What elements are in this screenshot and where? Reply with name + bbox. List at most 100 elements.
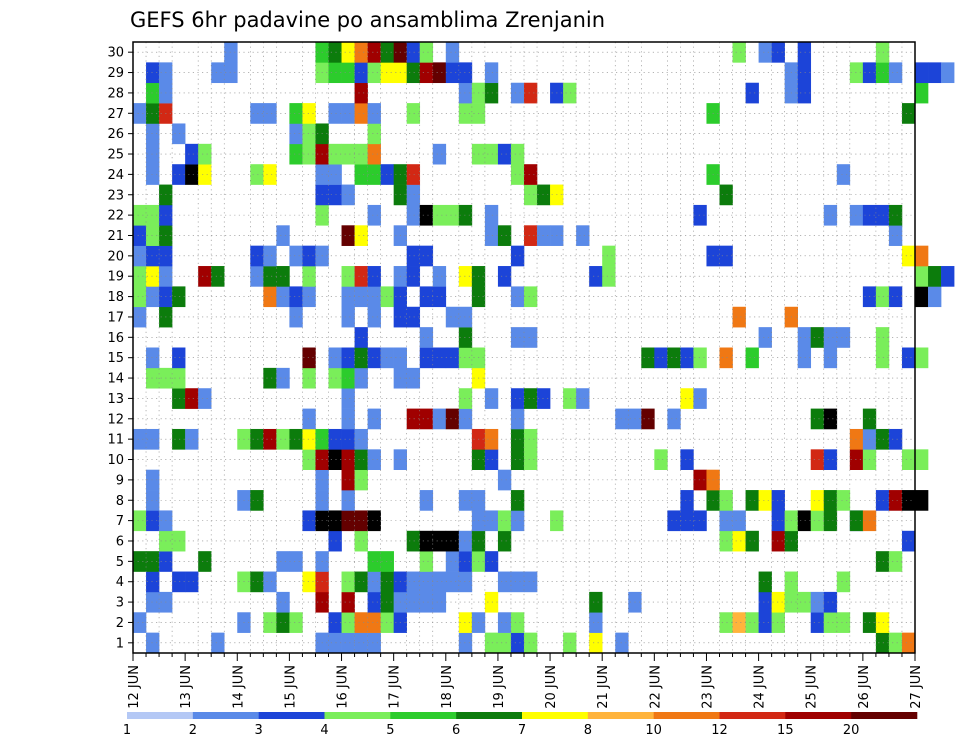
cell-m19-t9 xyxy=(250,266,264,287)
cell-m7-t46 xyxy=(732,510,746,532)
cell-m19-t25 xyxy=(458,266,473,287)
cell-m8-t29 xyxy=(510,490,525,511)
cell-m29-t21 xyxy=(406,62,421,84)
cell-m28-t30 xyxy=(524,82,538,104)
cell-m29-t62 xyxy=(941,62,955,84)
cell-m7-t42 xyxy=(680,510,694,532)
cell-m26-t12 xyxy=(289,123,303,145)
cell-m27-t12 xyxy=(289,103,303,124)
cell-m27-t1 xyxy=(146,103,160,124)
cell-m9-t28 xyxy=(497,469,512,491)
cell-m24-t30 xyxy=(524,164,538,185)
cell-m4-t4 xyxy=(185,571,199,593)
cell-m18-t61 xyxy=(928,286,942,308)
cell-m29-t27 xyxy=(484,62,499,84)
cell-m18-t23 xyxy=(432,286,447,308)
cell-m30-t19 xyxy=(380,42,394,63)
cell-m1-t58 xyxy=(888,632,903,654)
cell-m21-t31 xyxy=(537,225,551,246)
cell-m2-t10 xyxy=(263,612,277,633)
y-tick-label: 9 xyxy=(116,473,124,488)
cell-m5-t1 xyxy=(146,551,160,572)
cell-m25-t4 xyxy=(185,143,199,165)
cell-m17-t46 xyxy=(732,306,746,328)
cell-m30-t15 xyxy=(328,42,342,63)
cell-m22-t25 xyxy=(458,204,473,226)
cell-m6-t22 xyxy=(419,530,434,552)
cell-m24-t4 xyxy=(185,164,199,185)
cell-m18-t11 xyxy=(276,286,290,308)
cell-m1-t25 xyxy=(458,632,473,654)
cell-m7-t16 xyxy=(341,510,355,532)
cell-m1-t37 xyxy=(615,632,629,654)
cell-m20-t22 xyxy=(419,245,434,267)
cell-m26-t3 xyxy=(172,123,186,145)
cell-m15-t39 xyxy=(641,347,655,369)
cell-m2-t48 xyxy=(758,612,772,633)
cell-m17-t24 xyxy=(445,306,460,328)
cell-m20-t29 xyxy=(510,245,525,267)
cell-m11-t3 xyxy=(172,428,186,450)
y-tick-label: 20 xyxy=(107,249,124,264)
cell-m30-t16 xyxy=(341,42,355,63)
cell-m8-t42 xyxy=(680,490,694,511)
cell-m5-t22 xyxy=(419,551,434,572)
cell-m30-t48 xyxy=(758,42,772,63)
cell-m10-t29 xyxy=(510,449,525,470)
cell-m22-t1 xyxy=(146,204,160,226)
cell-m2-t0 xyxy=(133,612,147,633)
cell-m18-t30 xyxy=(524,286,538,308)
colorbar-swatch xyxy=(258,712,325,719)
cell-m4-t30 xyxy=(524,571,538,593)
cell-m15-t53 xyxy=(823,347,838,369)
cell-m15-t42 xyxy=(680,347,694,369)
cell-m29-t16 xyxy=(341,62,355,84)
cell-m5-t0 xyxy=(133,551,147,572)
cell-m14-t3 xyxy=(172,367,186,389)
cell-m10-t53 xyxy=(823,449,838,470)
gridlines xyxy=(133,42,915,653)
cell-m22-t53 xyxy=(823,204,838,226)
cell-m2-t57 xyxy=(875,612,890,633)
cell-m7-t43 xyxy=(693,510,707,532)
cell-m2-t16 xyxy=(341,612,355,633)
cell-m19-t10 xyxy=(263,266,277,287)
cell-m7-t52 xyxy=(810,510,825,532)
cell-m18-t17 xyxy=(354,286,368,308)
y-tick-label: 8 xyxy=(116,494,124,509)
cell-m15-t45 xyxy=(719,347,733,369)
cell-m29-t1 xyxy=(146,62,160,84)
cell-m20-t60 xyxy=(915,245,929,267)
cell-m30-t17 xyxy=(354,42,368,63)
cell-m8-t58 xyxy=(888,490,903,511)
y-tick-label: 28 xyxy=(107,86,124,101)
cell-m4-t16 xyxy=(341,571,355,593)
cell-m7-t27 xyxy=(484,510,499,532)
cell-m27-t17 xyxy=(354,103,368,124)
cell-m22-t58 xyxy=(888,204,903,226)
x-tick-label: 26 JUN xyxy=(857,665,872,709)
cell-m10-t60 xyxy=(915,449,929,470)
cell-m1-t59 xyxy=(901,632,916,654)
y-tick-label: 11 xyxy=(107,433,124,448)
colorbar-swatch xyxy=(192,712,259,719)
cell-m21-t27 xyxy=(484,225,499,246)
cell-m2-t29 xyxy=(510,612,525,633)
cell-m29-t25 xyxy=(458,62,473,84)
cell-m8-t49 xyxy=(771,490,785,511)
cell-m12-t22 xyxy=(419,408,434,430)
cell-m5-t58 xyxy=(888,551,903,572)
cell-m24-t54 xyxy=(836,164,851,185)
cell-m17-t0 xyxy=(133,306,147,328)
cell-m2-t45 xyxy=(719,612,733,633)
cell-m8-t1 xyxy=(146,490,160,511)
cell-m24-t10 xyxy=(263,164,277,185)
cell-m29-t22 xyxy=(419,62,434,84)
cell-m7-t29 xyxy=(510,510,525,532)
cell-m28-t1 xyxy=(146,82,160,104)
cell-m24-t1 xyxy=(146,164,160,185)
y-tick-label: 21 xyxy=(107,229,124,244)
colorbar-swatch xyxy=(324,712,391,719)
cell-m24-t5 xyxy=(198,164,212,185)
colorbar-swatch xyxy=(653,712,720,719)
